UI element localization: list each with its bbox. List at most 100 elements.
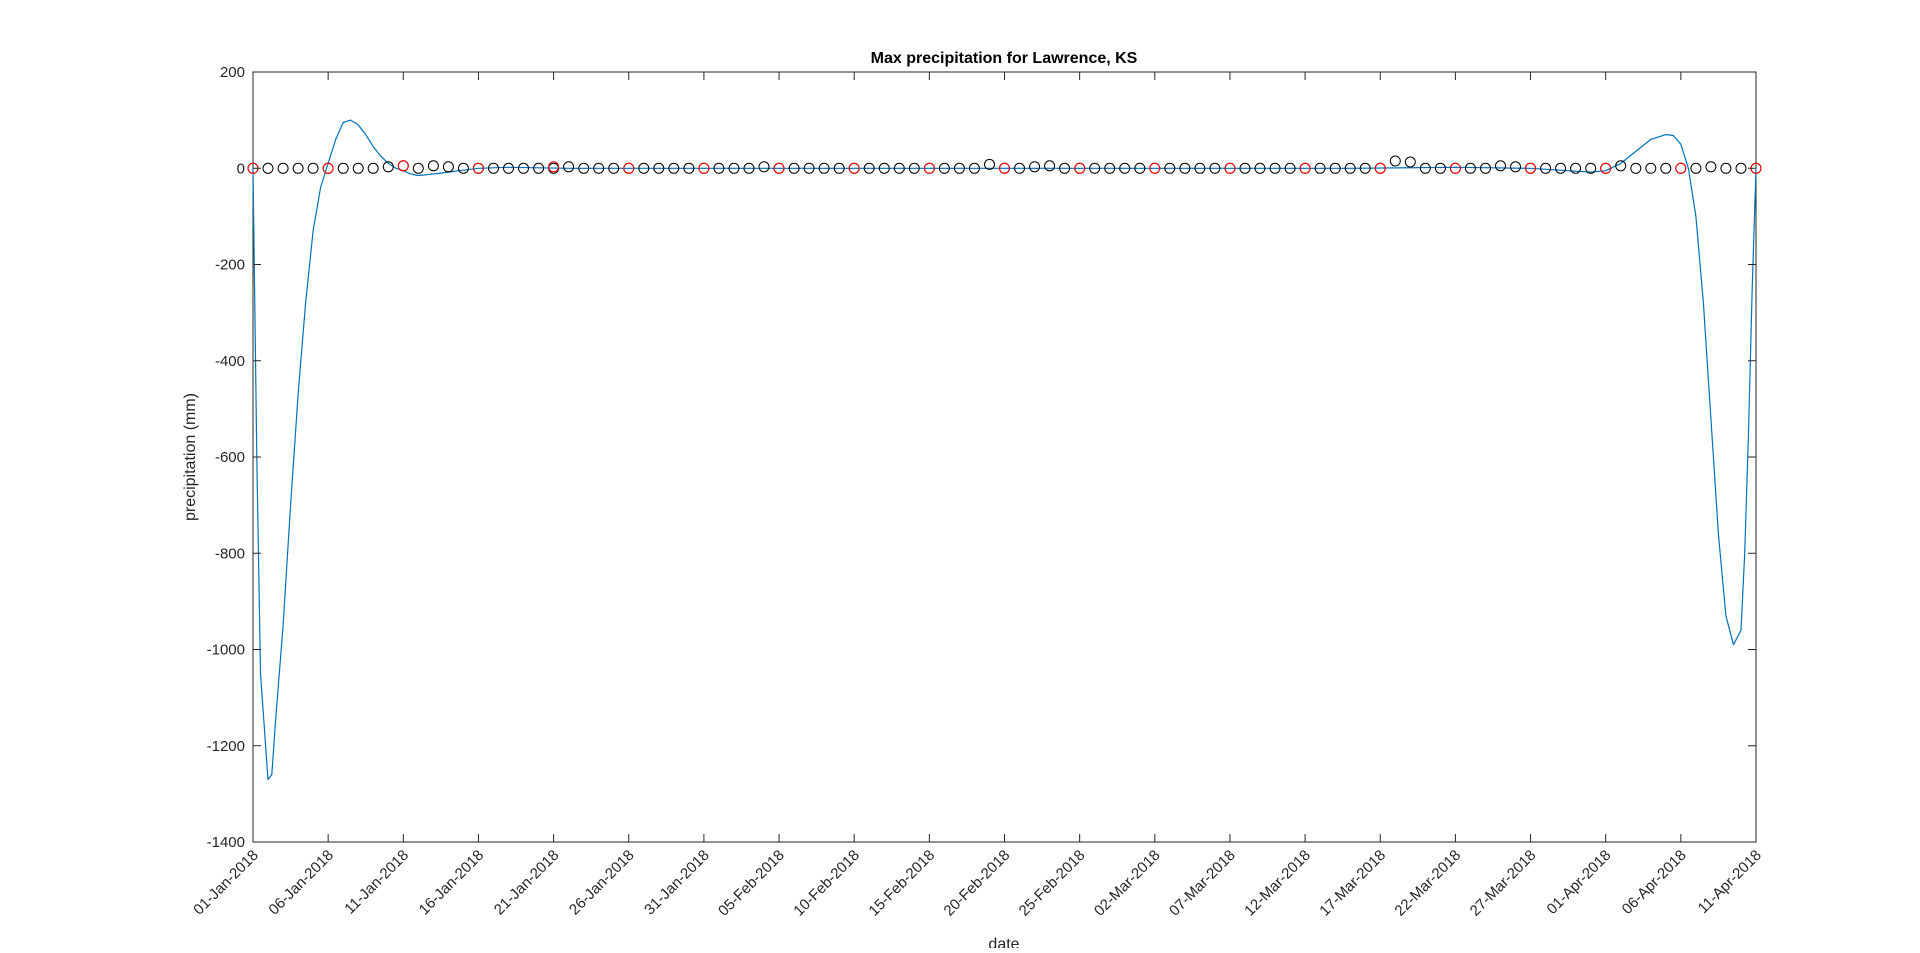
data-point (758, 161, 770, 173)
data-point (1359, 162, 1371, 174)
x-tick-label: 12-Mar-2018 (1241, 847, 1314, 920)
x-tick-label: 01-Apr-2018 (1544, 847, 1615, 918)
x-tick-label: 15-Feb-2018 (865, 847, 938, 920)
red-data-point (1224, 162, 1236, 174)
x-tick-label: 10-Feb-2018 (790, 847, 863, 920)
red-data-point (999, 162, 1010, 174)
data-point (563, 161, 575, 173)
x-tick-label: 16-Jan-2018 (416, 847, 488, 919)
red-data-point (1149, 162, 1161, 174)
data-point (1059, 162, 1071, 174)
data-point (1104, 162, 1116, 174)
data-point (953, 162, 965, 174)
data-point (1254, 162, 1266, 174)
red-data-point (1675, 162, 1687, 174)
data-point (728, 162, 740, 174)
data-point (352, 162, 364, 174)
data-point (1645, 162, 1657, 174)
y-tick-label: 0 (237, 160, 245, 177)
red-data-point (773, 162, 785, 174)
x-tick-label: 05-Feb-2018 (715, 847, 788, 920)
data-point (1404, 156, 1416, 168)
data-point (938, 162, 950, 174)
x-tick-label: 07-Mar-2018 (1166, 847, 1239, 920)
red-data-point (1449, 162, 1461, 174)
data-point (1209, 162, 1221, 174)
data-point (743, 162, 755, 174)
data-point (1134, 162, 1146, 174)
x-axis-label: date (988, 936, 1019, 948)
y-tick-label: -800 (215, 545, 245, 562)
data-point (1014, 162, 1025, 174)
data-point (578, 162, 590, 174)
data-point (1464, 162, 1476, 174)
data-point (984, 158, 995, 170)
data-point (1540, 162, 1552, 174)
x-tick-label: 11-Jan-2018 (341, 847, 412, 918)
x-tick-label: 26-Jan-2018 (566, 847, 638, 919)
data-point (1284, 162, 1296, 174)
data-point (1735, 162, 1747, 174)
x-tick-label: 31-Jan-2018 (641, 847, 713, 919)
data-point (1495, 160, 1506, 172)
fit-curve-layer (252, 119, 1757, 781)
data-point (1344, 162, 1356, 174)
data-point (1314, 162, 1326, 174)
data-point (1570, 162, 1582, 174)
red-data-point (1525, 162, 1536, 174)
x-tick-label: 02-Mar-2018 (1091, 847, 1164, 920)
y-tick-label: -1400 (207, 834, 245, 851)
y-tick-label: -600 (215, 449, 245, 466)
data-point (713, 162, 725, 174)
x-tick-label: 27-Mar-2018 (1467, 847, 1540, 920)
data-point (1329, 162, 1341, 174)
red-data-point (397, 160, 409, 172)
data-point (1044, 160, 1056, 172)
data-point (1089, 162, 1101, 174)
red-data-point (848, 162, 860, 174)
data-point (1434, 162, 1446, 174)
data-point (1720, 162, 1732, 174)
x-tick-label: 21-Jan-2018 (491, 847, 563, 919)
red-data-point (623, 162, 635, 174)
data-point (1510, 161, 1521, 173)
data-point (1480, 162, 1491, 174)
data-point (608, 162, 620, 174)
data-point (262, 162, 274, 174)
data-point (593, 162, 605, 174)
data-point (1029, 161, 1041, 173)
data-point (442, 161, 454, 173)
data-point (518, 162, 529, 174)
data-point (788, 162, 800, 174)
data-point (503, 162, 514, 174)
y-axis-label: precipitation (mm) (182, 393, 199, 521)
data-point (668, 162, 680, 174)
x-tick-label: 20-Feb-2018 (941, 847, 1014, 920)
y-tick-label: -400 (215, 353, 245, 370)
data-point (1269, 162, 1281, 174)
data-point (488, 162, 499, 174)
data-point (1690, 162, 1702, 174)
red-data-point (548, 161, 560, 173)
red-data-point (472, 162, 484, 174)
data-point (1179, 162, 1191, 174)
y-tick-label: 200 (220, 64, 245, 81)
data-point (277, 162, 289, 174)
data-point (683, 162, 695, 174)
data-point (307, 162, 319, 174)
x-tick-label: 06-Jan-2018 (265, 847, 337, 919)
plot-area (252, 71, 1757, 843)
data-point (893, 162, 905, 174)
chart-title: Max precipitation for Lawrence, KS (871, 50, 1138, 67)
data-point (1419, 162, 1431, 174)
data-point (412, 162, 424, 174)
red-data-point (1299, 162, 1311, 174)
y-tick-label: -200 (215, 257, 245, 274)
data-point (1705, 161, 1717, 173)
red-data-point (322, 162, 334, 174)
x-tick-label: 11-Apr-2018 (1695, 847, 1765, 917)
data-point (638, 162, 650, 174)
x-tick-label: 01-Jan-2018 (190, 847, 262, 919)
data-point (803, 162, 815, 174)
